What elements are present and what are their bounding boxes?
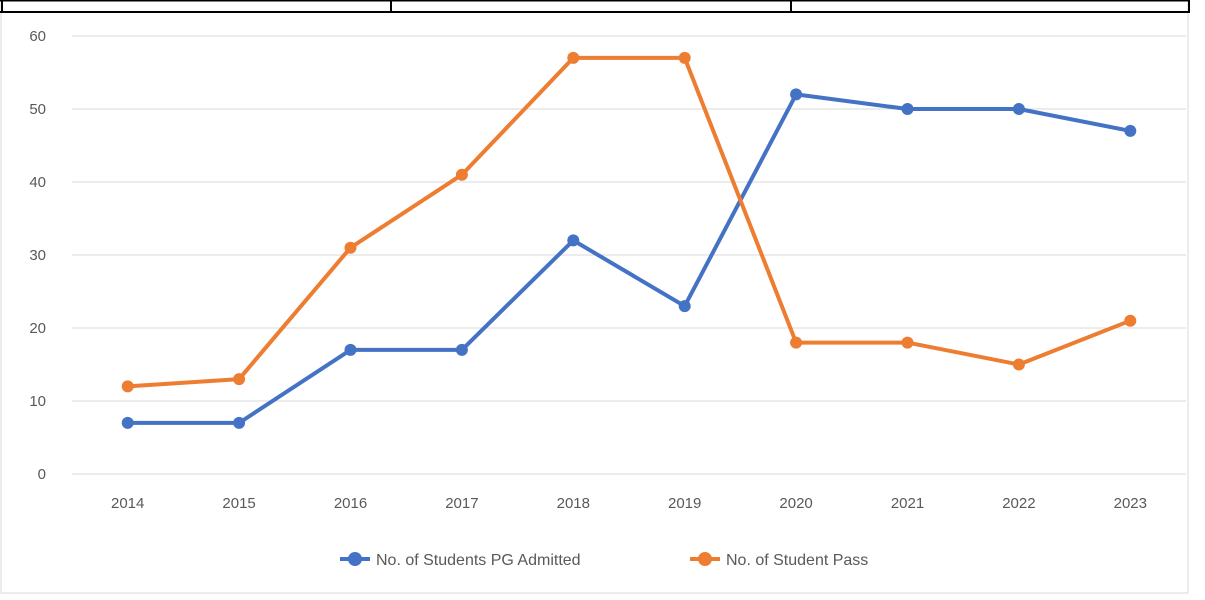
data-point bbox=[455, 168, 468, 181]
data-point bbox=[121, 380, 134, 393]
data-point bbox=[1124, 124, 1137, 137]
x-tick-label: 2014 bbox=[111, 495, 144, 512]
data-point bbox=[567, 51, 580, 64]
series-2 bbox=[121, 51, 1137, 393]
y-tick-label: 0 bbox=[38, 466, 46, 483]
data-point bbox=[678, 300, 691, 313]
x-tick-label: 2022 bbox=[1002, 495, 1035, 512]
legend-label: No. of Students PG Admitted bbox=[376, 552, 581, 569]
data-point bbox=[233, 416, 246, 429]
y-tick-label: 50 bbox=[29, 101, 46, 118]
data-point bbox=[121, 416, 134, 429]
gridlines bbox=[72, 35, 1186, 475]
legend-swatch-marker bbox=[348, 552, 362, 566]
x-tick-label: 2016 bbox=[334, 495, 367, 512]
x-tick-label: 2020 bbox=[779, 495, 812, 512]
data-point bbox=[344, 343, 357, 356]
data-point bbox=[901, 103, 914, 115]
y-tick-label: 30 bbox=[29, 247, 46, 264]
y-tick-label: 40 bbox=[29, 174, 46, 191]
x-tick-label: 2017 bbox=[445, 495, 478, 512]
y-axis-ticks: 0 10 20 30 40 50 60 bbox=[29, 28, 46, 483]
series-line bbox=[125, 55, 1133, 389]
legend: No. of Students PG Admitted No. of Studen… bbox=[340, 552, 868, 569]
data-point bbox=[567, 234, 580, 247]
series bbox=[121, 51, 1137, 429]
data-point bbox=[678, 51, 691, 64]
data-point bbox=[790, 336, 803, 349]
legend-label: No. of Student Pass bbox=[726, 552, 868, 569]
y-tick-label: 60 bbox=[29, 28, 46, 45]
x-tick-label: 2023 bbox=[1114, 495, 1147, 512]
y-tick-label: 20 bbox=[29, 320, 46, 337]
data-point bbox=[1012, 103, 1025, 115]
series-line bbox=[125, 92, 1133, 425]
x-axis-ticks: 2014 2015 2016 2017 2018 2019 2020 2021 2022 2023 bbox=[111, 495, 1147, 512]
data-point bbox=[1012, 358, 1025, 371]
data-point bbox=[455, 343, 468, 356]
series-1 bbox=[121, 88, 1137, 429]
x-tick-label: 2015 bbox=[222, 495, 255, 512]
data-point bbox=[233, 373, 246, 386]
legend-swatch-marker bbox=[698, 552, 712, 566]
data-point bbox=[790, 88, 803, 101]
data-point bbox=[1124, 314, 1137, 327]
x-tick-label: 2021 bbox=[891, 495, 924, 512]
y-tick-label: 10 bbox=[29, 393, 46, 410]
data-point bbox=[344, 241, 357, 254]
x-tick-label: 2019 bbox=[668, 495, 701, 512]
x-tick-label: 2018 bbox=[557, 495, 590, 512]
data-point bbox=[901, 336, 914, 349]
